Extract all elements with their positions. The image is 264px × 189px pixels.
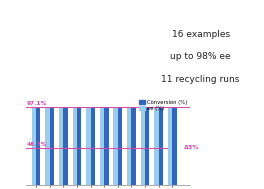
Bar: [172, 107, 177, 185]
Bar: [63, 107, 68, 185]
Bar: [50, 107, 54, 185]
Legend: Conversion (%), ee (%): Conversion (%), ee (%): [139, 99, 187, 112]
Text: 97.1%: 97.1%: [27, 101, 48, 106]
Bar: [36, 107, 40, 185]
Bar: [100, 107, 104, 185]
Bar: [73, 107, 77, 185]
Bar: [32, 107, 36, 185]
Text: Δ3%: Δ3%: [184, 146, 200, 150]
Bar: [104, 107, 109, 185]
Text: 46.3%: 46.3%: [27, 142, 48, 147]
Bar: [91, 107, 95, 185]
Bar: [145, 107, 149, 185]
Bar: [118, 107, 122, 185]
Bar: [159, 107, 163, 185]
Text: up to 98% ee: up to 98% ee: [170, 52, 231, 61]
Text: 16 examples: 16 examples: [172, 29, 230, 39]
Bar: [59, 107, 63, 185]
Bar: [141, 107, 145, 185]
Bar: [86, 107, 91, 185]
Bar: [77, 107, 81, 185]
Text: 11 recycling runs: 11 recycling runs: [162, 75, 240, 84]
Bar: [154, 107, 159, 185]
Bar: [45, 107, 50, 185]
Bar: [131, 107, 136, 185]
Bar: [114, 107, 118, 185]
Bar: [127, 107, 131, 185]
Bar: [168, 107, 172, 185]
